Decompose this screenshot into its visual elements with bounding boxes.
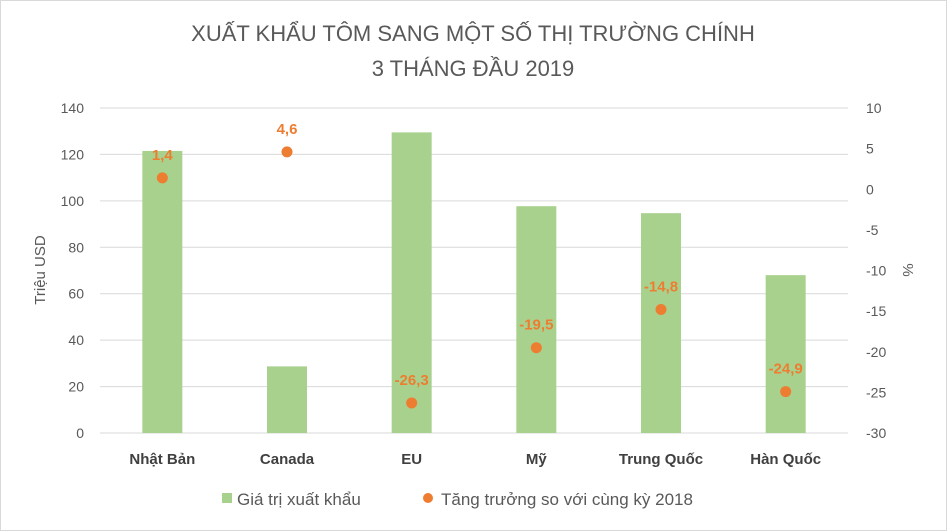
category-label: Trung Quốc bbox=[619, 451, 703, 468]
right-tick-label: -10 bbox=[866, 263, 886, 279]
right-tick-label: 0 bbox=[866, 181, 874, 197]
legend-bar-label: Giá trị xuất khẩu bbox=[237, 490, 361, 509]
legend-bar-swatch bbox=[222, 493, 232, 503]
right-tick-label: -15 bbox=[866, 303, 886, 319]
left-tick-label: 20 bbox=[68, 379, 84, 395]
right-tick-label: -5 bbox=[866, 222, 879, 238]
growth-data-label: 4,6 bbox=[277, 121, 298, 138]
bar bbox=[516, 206, 557, 433]
legend: Giá trị xuất khẩu Tăng trưởng so với cùn… bbox=[222, 490, 693, 509]
right-axis-title: % bbox=[899, 263, 916, 276]
growth-point bbox=[530, 342, 542, 354]
left-tick-label: 40 bbox=[68, 332, 84, 348]
category-label: Mỹ bbox=[526, 451, 547, 468]
bar-series bbox=[142, 132, 806, 434]
growth-data-label: 1,4 bbox=[152, 147, 174, 164]
category-labels: Nhật Bản Canada EU Mỹ Trung Quốc Hàn Quốc bbox=[129, 451, 821, 468]
right-tick-label: 5 bbox=[866, 141, 874, 157]
category-label: Canada bbox=[260, 451, 315, 468]
growth-data-labels: 1,4 4,6 -26,3 -19,5 -14,8 -24,9 bbox=[152, 121, 803, 389]
growth-data-label: -14,8 bbox=[644, 279, 678, 296]
growth-point bbox=[281, 146, 293, 158]
left-axis-ticks: 0 20 40 60 80 100 120 140 bbox=[61, 100, 85, 441]
right-tick-label: 10 bbox=[866, 100, 882, 116]
growth-point bbox=[406, 397, 418, 409]
bar bbox=[267, 366, 307, 433]
left-tick-label: 120 bbox=[61, 146, 85, 162]
left-tick-label: 80 bbox=[68, 239, 84, 255]
growth-data-label: -19,5 bbox=[519, 317, 553, 334]
right-tick-label: -30 bbox=[866, 425, 886, 441]
growth-series bbox=[156, 146, 792, 409]
left-tick-label: 100 bbox=[61, 193, 85, 209]
right-tick-label: -25 bbox=[866, 384, 886, 400]
bar bbox=[142, 150, 183, 434]
chart-title: XUẤT KHẨU TÔM SANG MỘT SỐ THỊ TRƯỜNG CHÍ… bbox=[191, 20, 755, 46]
chart-subtitle: 3 THÁNG ĐẦU 2019 bbox=[372, 56, 575, 81]
bar bbox=[641, 213, 681, 433]
category-label: Hàn Quốc bbox=[750, 451, 821, 468]
legend-dot-swatch bbox=[423, 493, 433, 503]
legend-dot-label: Tăng trưởng so với cùng kỳ 2018 bbox=[441, 490, 693, 509]
growth-point bbox=[655, 304, 667, 315]
growth-point bbox=[156, 172, 168, 184]
left-tick-label: 60 bbox=[68, 286, 84, 302]
growth-point bbox=[780, 386, 792, 398]
right-tick-label: -20 bbox=[866, 344, 886, 360]
left-tick-label: 0 bbox=[76, 425, 84, 441]
growth-data-label: -24,9 bbox=[769, 361, 803, 378]
category-label: Nhật Bản bbox=[129, 451, 195, 468]
category-label: EU bbox=[401, 451, 422, 468]
left-tick-label: 140 bbox=[61, 100, 85, 116]
gridlines bbox=[100, 107, 848, 434]
bar bbox=[765, 275, 806, 433]
bar bbox=[391, 132, 432, 433]
growth-data-label: -26,3 bbox=[395, 372, 429, 389]
right-axis-ticks: -30 -25 -20 -15 -10 -5 0 5 10 bbox=[866, 100, 886, 441]
left-axis-title: Triệu USD bbox=[32, 235, 49, 305]
